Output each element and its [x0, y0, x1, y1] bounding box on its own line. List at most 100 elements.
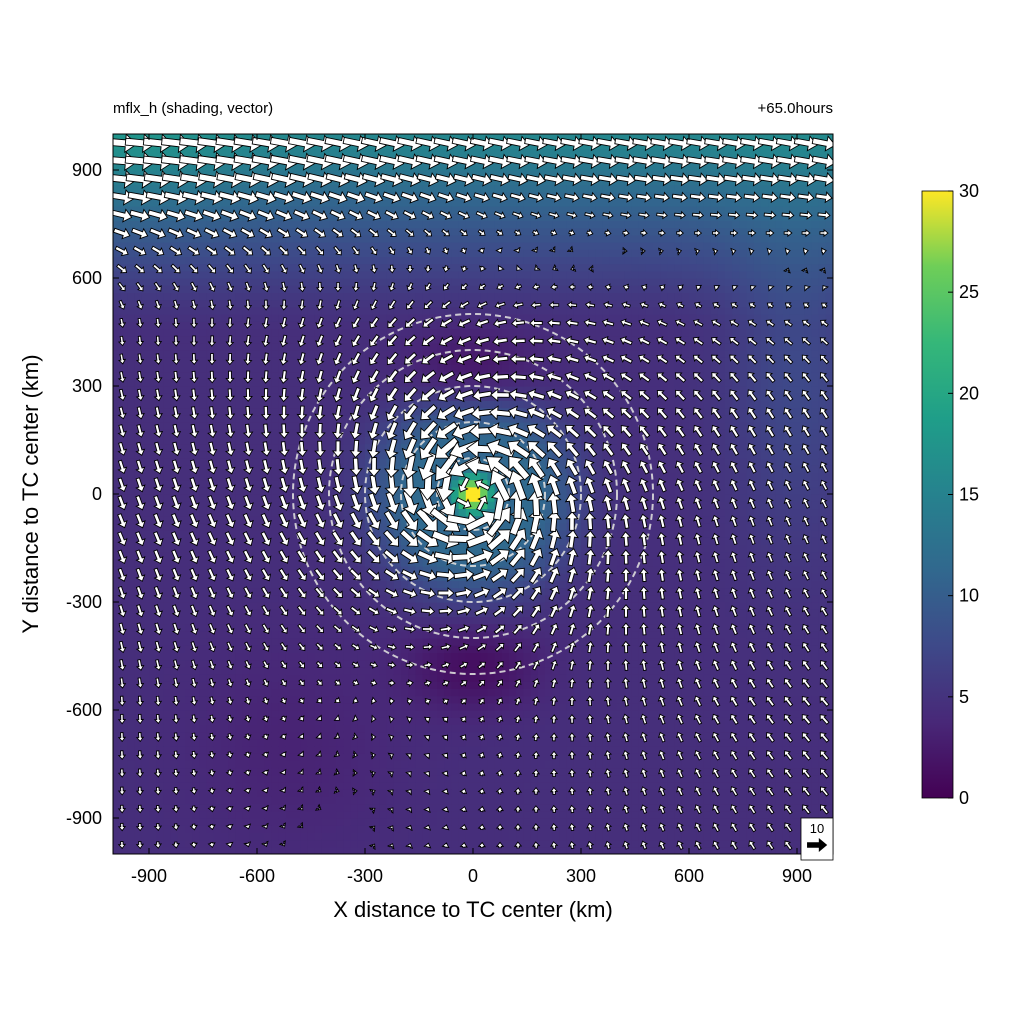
heatmap-cell — [343, 731, 352, 740]
heatmap-cell — [393, 630, 402, 639]
heatmap-cell — [235, 227, 244, 236]
heatmap-cell — [372, 206, 380, 214]
heatmap-cell — [249, 501, 258, 509]
heatmap-cell — [465, 234, 474, 243]
heatmap-cell — [437, 810, 445, 819]
heatmap-cell — [177, 544, 186, 553]
heatmap-cell — [271, 674, 280, 682]
heatmap-cell — [465, 436, 474, 445]
heatmap-cell — [408, 198, 416, 207]
heatmap-cell — [393, 702, 402, 711]
heatmap-cell — [185, 537, 193, 545]
heatmap-cell — [393, 681, 402, 689]
heatmap-cell — [199, 270, 208, 279]
heatmap-cell — [415, 558, 424, 567]
heatmap-cell — [264, 134, 272, 142]
heatmap-cell — [134, 292, 143, 301]
heatmap-cell — [300, 220, 308, 229]
heatmap-cell — [271, 436, 280, 445]
heatmap-cell — [379, 407, 388, 416]
heatmap-cell — [134, 738, 143, 747]
heatmap-cell — [264, 825, 272, 833]
heatmap-cell — [177, 530, 186, 538]
heatmap-cell — [285, 299, 294, 308]
heatmap-cell — [422, 738, 431, 747]
heatmap-cell — [343, 162, 352, 171]
heatmap-cell — [257, 184, 265, 193]
heatmap-cell — [278, 652, 287, 661]
heatmap-cell — [170, 796, 179, 805]
heatmap-cell — [307, 645, 316, 653]
heatmap-cell — [264, 422, 272, 430]
heatmap-cell — [120, 472, 128, 481]
heatmap-cell — [437, 717, 445, 725]
heatmap-cell — [192, 782, 200, 790]
heatmap-cell — [329, 746, 337, 754]
heatmap-cell — [458, 249, 467, 257]
heatmap-cell — [321, 681, 330, 689]
heatmap-cell — [451, 206, 460, 214]
heatmap-cell — [372, 587, 380, 596]
heatmap-cell — [199, 249, 208, 257]
heatmap-cell — [120, 515, 128, 524]
heatmap-cell — [458, 594, 467, 603]
heatmap-cell — [163, 386, 172, 394]
heatmap-cell — [307, 566, 316, 574]
heatmap-cell — [177, 616, 186, 625]
heatmap-cell — [285, 278, 294, 286]
heatmap-cell — [458, 767, 467, 776]
heatmap-cell — [177, 774, 186, 783]
heatmap-cell — [372, 148, 380, 157]
heatmap-cell — [199, 825, 208, 833]
heatmap-cell — [372, 306, 380, 315]
heatmap-cell — [149, 436, 157, 445]
heatmap-cell — [170, 270, 179, 279]
heatmap-cell — [372, 681, 380, 689]
heatmap-cell — [408, 710, 416, 718]
heatmap-cell — [321, 630, 330, 639]
heatmap-cell — [149, 220, 157, 229]
heatmap-cell — [321, 299, 330, 308]
heatmap-cell — [278, 738, 287, 747]
heatmap-cell — [163, 774, 172, 783]
heatmap-cell — [127, 414, 136, 423]
heatmap-cell — [293, 278, 301, 286]
heatmap-cell — [336, 580, 344, 589]
heatmap-cell — [429, 623, 438, 632]
heatmap-cell — [415, 695, 424, 704]
heatmap-cell — [293, 580, 301, 589]
heatmap-cell — [458, 558, 467, 567]
heatmap-cell — [271, 594, 280, 603]
heatmap-cell — [228, 551, 236, 560]
heatmap-cell — [422, 782, 431, 790]
heatmap-cell — [213, 206, 222, 214]
heatmap-cell — [163, 414, 172, 423]
heatmap-cell — [444, 688, 452, 697]
heatmap-cell — [293, 299, 301, 308]
heatmap-cell — [336, 566, 344, 574]
heatmap-cell — [307, 198, 316, 207]
heatmap-cell — [156, 220, 164, 229]
heatmap-cell — [415, 162, 424, 171]
heatmap-cell — [206, 450, 215, 459]
heatmap-cell — [401, 285, 409, 293]
heatmap-cell — [141, 328, 150, 337]
heatmap-cell — [293, 220, 301, 229]
heatmap-cell — [365, 645, 373, 653]
heatmap-cell — [141, 645, 150, 653]
heatmap-cell — [120, 386, 128, 394]
heatmap-cell — [192, 134, 200, 142]
heatmap-cell — [293, 306, 301, 315]
heatmap-cell — [465, 414, 474, 423]
heatmap-cell — [300, 638, 308, 646]
heatmap-cell — [206, 270, 215, 279]
heatmap-cell — [329, 767, 337, 776]
heatmap-cell — [465, 789, 474, 797]
heatmap-cell — [300, 782, 308, 790]
heatmap-cell — [141, 393, 150, 401]
heatmap-cell — [314, 674, 323, 682]
heatmap-cell — [451, 580, 460, 589]
heatmap-cell — [401, 767, 409, 776]
heatmap-cell — [257, 299, 265, 308]
heatmap-cell — [149, 537, 157, 545]
